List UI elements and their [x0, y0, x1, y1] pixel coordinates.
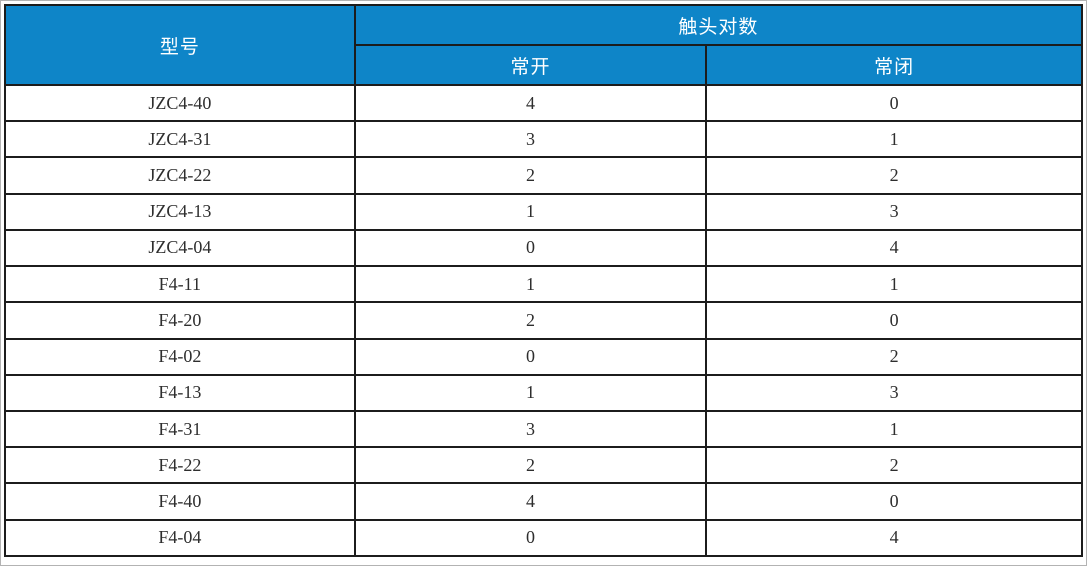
- normally-closed-cell: 1: [705, 409, 1083, 449]
- contact-pairs-table: 型号 触头对数 常开 常闭 JZC4-40 4 0 JZC4-31 3 1 JZ…: [4, 4, 1084, 558]
- normally-closed-cell: 0: [705, 83, 1083, 123]
- normally-open-column-header: 常开: [353, 44, 708, 86]
- model-cell: JZC4-04: [4, 228, 356, 268]
- table-row: F4-04 0 4: [4, 518, 1083, 558]
- table-row: F4-13 1 3: [4, 373, 1083, 412]
- normally-open-cell: 2: [353, 156, 708, 195]
- table-row: JZC4-40 4 0: [4, 83, 1083, 123]
- model-cell: JZC4-31: [4, 120, 356, 159]
- normally-closed-cell: 1: [705, 120, 1083, 159]
- model-cell: F4-11: [4, 265, 356, 304]
- table-body: JZC4-40 4 0 JZC4-31 3 1 JZC4-22 2 2 JZC4…: [4, 83, 1083, 558]
- table-row: JZC4-31 3 1: [4, 120, 1083, 159]
- header-row-sub: 常开 常闭: [5, 44, 1083, 86]
- table-row: JZC4-13 1 3: [4, 192, 1083, 231]
- normally-open-cell: 1: [353, 265, 708, 304]
- normally-closed-cell: 2: [705, 156, 1083, 195]
- table-row: F4-31 3 1: [4, 409, 1083, 449]
- normally-closed-cell: 0: [705, 482, 1083, 521]
- model-cell: JZC4-13: [4, 192, 356, 231]
- model-cell: JZC4-40: [4, 83, 356, 123]
- normally-closed-cell: 0: [705, 301, 1083, 340]
- table-row: F4-40 4 0: [4, 482, 1083, 521]
- model-cell: F4-31: [4, 409, 356, 449]
- model-cell: F4-20: [4, 301, 356, 340]
- table-row: JZC4-22 2 2: [4, 156, 1083, 195]
- model-cell: F4-04: [4, 518, 356, 558]
- model-cell: F4-13: [4, 373, 356, 412]
- normally-closed-column-header: 常闭: [705, 44, 1083, 86]
- normally-open-cell: 1: [353, 373, 708, 412]
- table-row: F4-22 2 2: [4, 446, 1083, 485]
- normally-open-cell: 0: [353, 518, 708, 558]
- normally-open-cell: 0: [353, 337, 708, 376]
- table-header: 型号 触头对数 常开 常闭: [4, 4, 1084, 86]
- model-cell: F4-40: [4, 482, 356, 521]
- normally-closed-cell: 3: [705, 192, 1083, 231]
- normally-closed-cell: 2: [705, 337, 1083, 376]
- normally-closed-cell: 4: [705, 518, 1083, 558]
- header-row-group: 型号 触头对数: [4, 4, 1084, 86]
- normally-open-cell: 3: [353, 409, 708, 449]
- normally-open-cell: 0: [353, 228, 708, 268]
- normally-closed-cell: 3: [705, 373, 1083, 412]
- normally-open-cell: 4: [353, 482, 708, 521]
- table-row: F4-02 0 2: [4, 337, 1083, 376]
- normally-open-cell: 4: [353, 83, 708, 123]
- model-cell: F4-02: [4, 337, 356, 376]
- contacts-group-header: 触头对数: [353, 4, 1084, 46]
- table-row: F4-11 1 1: [4, 265, 1083, 304]
- normally-open-cell: 1: [353, 192, 708, 231]
- model-column-header: 型号: [4, 4, 356, 86]
- normally-open-cell: 2: [353, 301, 708, 340]
- model-cell: F4-22: [4, 446, 356, 485]
- table-row: JZC4-04 0 4: [4, 228, 1083, 268]
- normally-open-cell: 3: [353, 120, 708, 159]
- table-row: F4-20 2 0: [4, 301, 1083, 340]
- normally-closed-cell: 4: [705, 228, 1083, 268]
- normally-open-cell: 2: [353, 446, 708, 485]
- model-cell: JZC4-22: [4, 156, 356, 195]
- normally-closed-cell: 1: [705, 265, 1083, 304]
- normally-closed-cell: 2: [705, 446, 1083, 485]
